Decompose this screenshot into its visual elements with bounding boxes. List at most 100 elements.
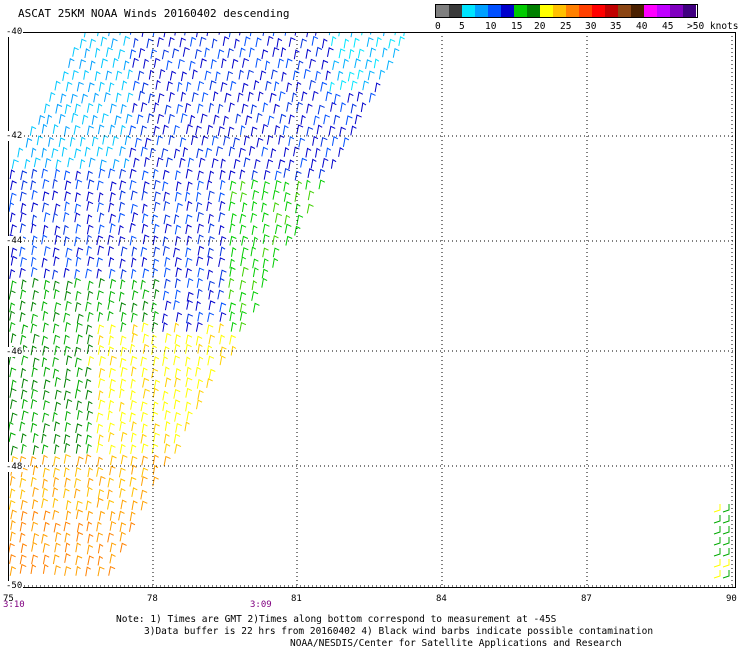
- wind-barb: [159, 68, 166, 79]
- wind-barb: [98, 510, 106, 521]
- wind-barb: [31, 214, 37, 225]
- wind-barb: [325, 91, 333, 102]
- wind-barb: [86, 125, 94, 136]
- wind-barb: [232, 137, 240, 148]
- wind-barb: [129, 222, 136, 233]
- wind-barb: [252, 302, 260, 313]
- wind-barb: [343, 38, 350, 49]
- wind-barb: [79, 158, 86, 169]
- wind-barb: [127, 69, 133, 80]
- wind-barb: [87, 256, 95, 266]
- wind-barb: [108, 168, 116, 179]
- wind-barb: [74, 388, 81, 399]
- legend-swatch: [501, 4, 514, 17]
- wind-barb: [222, 36, 230, 46]
- wind-barb: [196, 378, 204, 389]
- wind-barb: [149, 147, 156, 158]
- wind-barb: [21, 324, 29, 335]
- wind-barb: [257, 91, 264, 102]
- wind-barb: [42, 389, 50, 400]
- wind-barb: [229, 334, 236, 345]
- wind-barb: [97, 543, 104, 554]
- wind-barb: [173, 388, 181, 399]
- wind-barb: [357, 48, 365, 59]
- wind-barb: [197, 180, 204, 191]
- wind-barb: [41, 301, 48, 311]
- wind-barb: [338, 48, 346, 59]
- wind-barb: [88, 157, 96, 168]
- wind-barb: [168, 135, 175, 145]
- wind-barb: [74, 192, 81, 202]
- wind-barb: [369, 47, 377, 58]
- wind-barb: [179, 37, 187, 48]
- wind-barb: [74, 277, 81, 288]
- wind-barb: [43, 245, 51, 256]
- wind-barb: [315, 46, 323, 57]
- legend-swatch: [527, 4, 540, 17]
- wind-barb: [109, 542, 117, 553]
- wind-barb: [239, 213, 247, 224]
- wind-barb: [153, 356, 160, 366]
- wind-barb: [713, 504, 721, 513]
- wind-barb: [197, 170, 204, 181]
- wind-barb: [274, 170, 282, 181]
- time-label-right: 3:09: [250, 600, 272, 610]
- wind-barb: [130, 399, 137, 410]
- wind-barb: [108, 367, 116, 378]
- wind-barb: [229, 302, 237, 313]
- wind-barb: [58, 113, 66, 124]
- wind-barb: [228, 146, 236, 157]
- wind-barb: [43, 289, 50, 300]
- wind-barb: [121, 80, 128, 91]
- wind-barb: [119, 443, 126, 454]
- wind-barb: [201, 92, 209, 102]
- wind-barb: [200, 113, 208, 124]
- wind-barb: [296, 124, 304, 135]
- wind-barb: [157, 37, 164, 47]
- wind-barb: [239, 279, 247, 290]
- wind-barb: [206, 255, 213, 266]
- wind-barb: [186, 181, 193, 192]
- wind-barb: [123, 35, 131, 46]
- wind-barb: [331, 35, 337, 46]
- wind-barb: [172, 48, 180, 59]
- wind-barb: [350, 125, 357, 136]
- wind-barb: [74, 203, 82, 214]
- wind-barb: [279, 113, 287, 124]
- wind-barb: [43, 366, 51, 377]
- wind-barb: [110, 181, 117, 192]
- wind-barb: [109, 355, 117, 366]
- wind-barb: [9, 554, 16, 564]
- wind-barb: [54, 389, 62, 400]
- wind-barb: [75, 256, 82, 267]
- legend-label: 5: [459, 21, 465, 32]
- wind-barb: [20, 543, 28, 553]
- wind-barb: [131, 257, 137, 268]
- wind-barb: [176, 103, 183, 114]
- wind-barb: [140, 433, 147, 444]
- wind-barb: [75, 290, 82, 301]
- wind-barb: [141, 223, 149, 234]
- wind-barb: [265, 80, 272, 91]
- wind-barb: [213, 114, 220, 125]
- wind-barb: [129, 476, 137, 487]
- wind-barb: [63, 224, 69, 235]
- wind-barb: [131, 246, 138, 257]
- wind-barb: [87, 280, 94, 291]
- wind-barb: [173, 247, 181, 258]
- wind-barb: [64, 542, 71, 553]
- wind-barb: [52, 554, 60, 565]
- wind-barb: [109, 510, 116, 521]
- wind-barb: [204, 47, 210, 58]
- wind-barb: [74, 357, 82, 368]
- wind-barb: [195, 366, 202, 377]
- wind-barb: [153, 432, 160, 443]
- wind-barb: [252, 258, 259, 269]
- wind-barb: [195, 191, 202, 202]
- wind-barb: [354, 114, 362, 125]
- wind-barb: [252, 267, 259, 278]
- wind-barb: [228, 170, 236, 181]
- wind-barb: [89, 38, 97, 49]
- wind-barb: [91, 136, 99, 147]
- wind-barb: [53, 433, 61, 444]
